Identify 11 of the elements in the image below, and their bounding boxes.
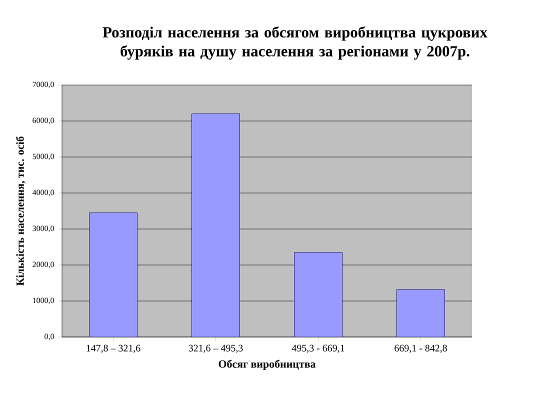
x-tick-label: 321,6 – 495,3 (188, 344, 243, 353)
x-axis-title: Обсяг виробництва (218, 360, 316, 370)
y-axis-title: Кількість населення, тис. осіб (16, 136, 26, 286)
bar (294, 252, 342, 337)
chart-title: Розподіл населення за обсягом виробництва цукрових буряків на душу населення за регіонами у 2007р. (102, 26, 488, 60)
bar (89, 212, 138, 337)
x-tick-label: 669,1 - 842,8 (394, 344, 447, 353)
bar (192, 114, 240, 337)
x-tick-label: 495,3 - 669,1 (292, 344, 344, 353)
bar (396, 289, 445, 337)
x-tick-label: 147,8 – 321,6 (86, 344, 140, 353)
